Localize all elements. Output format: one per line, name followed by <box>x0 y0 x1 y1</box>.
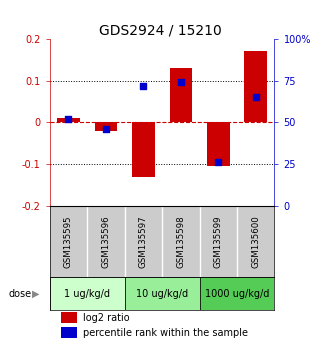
Bar <box>50 277 125 310</box>
Text: GSM135595: GSM135595 <box>64 215 73 268</box>
Text: 1000 ug/kg/d: 1000 ug/kg/d <box>205 289 269 299</box>
Point <box>253 95 258 100</box>
Bar <box>200 277 274 310</box>
Bar <box>132 122 155 177</box>
Text: GSM135597: GSM135597 <box>139 215 148 268</box>
Bar <box>125 277 200 310</box>
Bar <box>207 122 230 166</box>
Bar <box>95 122 117 131</box>
Text: ▶: ▶ <box>31 289 39 299</box>
Point <box>141 83 146 88</box>
Text: GSM135596: GSM135596 <box>101 215 110 268</box>
Text: log2 ratio: log2 ratio <box>83 313 130 323</box>
Text: GSM135600: GSM135600 <box>251 215 260 268</box>
Text: percentile rank within the sample: percentile rank within the sample <box>83 328 248 338</box>
Text: dose: dose <box>8 289 31 299</box>
Text: GSM135598: GSM135598 <box>176 215 185 268</box>
Bar <box>169 68 192 122</box>
Text: GDS2924 / 15210: GDS2924 / 15210 <box>99 23 222 37</box>
Point <box>216 160 221 165</box>
Bar <box>61 312 77 324</box>
Text: GSM135599: GSM135599 <box>214 215 223 268</box>
Point <box>103 126 108 132</box>
Bar <box>245 51 267 122</box>
Bar <box>61 327 77 338</box>
Point <box>178 80 183 85</box>
Bar <box>57 118 80 122</box>
Point <box>66 116 71 122</box>
Text: 1 ug/kg/d: 1 ug/kg/d <box>64 289 110 299</box>
Text: 10 ug/kg/d: 10 ug/kg/d <box>136 289 188 299</box>
